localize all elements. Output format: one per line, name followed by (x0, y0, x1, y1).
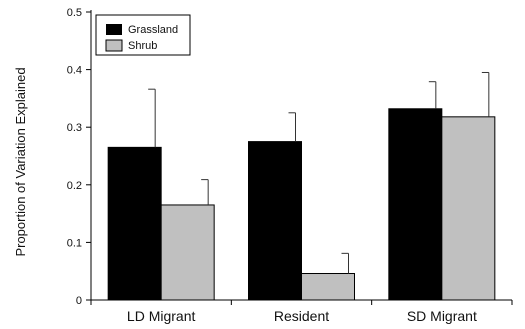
bar-grassland-ld-migrant (107, 146, 162, 301)
x-tick-label: Resident (274, 308, 329, 324)
bar-shrub-ld-migrant (160, 204, 215, 301)
x-tick-label: SD Migrant (407, 308, 477, 324)
y-tick-label: 0.4 (67, 65, 82, 77)
bar-grassland-sd-migrant (388, 108, 443, 301)
y-tick-label: 0 (76, 295, 82, 307)
y-tick-label: 0.2 (67, 180, 82, 192)
legend-swatch-shrub (105, 39, 123, 52)
legend-swatch-grassland (106, 24, 122, 35)
legend-label-shrub: Shrub (128, 40, 157, 52)
legend-label-grassland: Grassland (128, 24, 178, 36)
y-tick-label: 0.3 (67, 122, 82, 134)
legend: Grassland Shrub (95, 14, 191, 56)
bar-shrub-resident (301, 273, 355, 301)
y-axis-title: Proportion of Variation Explained (13, 67, 28, 256)
plot-area: 0 0.1 0.2 0.3 0.4 0.5 LD Migrant Resident SD Mig… (67, 7, 513, 324)
y-tick-label: 0.5 (67, 7, 82, 19)
x-tick-label: LD Migrant (127, 308, 196, 324)
bar-shrub-sd-migrant (441, 116, 496, 301)
bar-grassland-resident (248, 141, 302, 301)
y-tick-label: 0.1 (67, 237, 82, 249)
